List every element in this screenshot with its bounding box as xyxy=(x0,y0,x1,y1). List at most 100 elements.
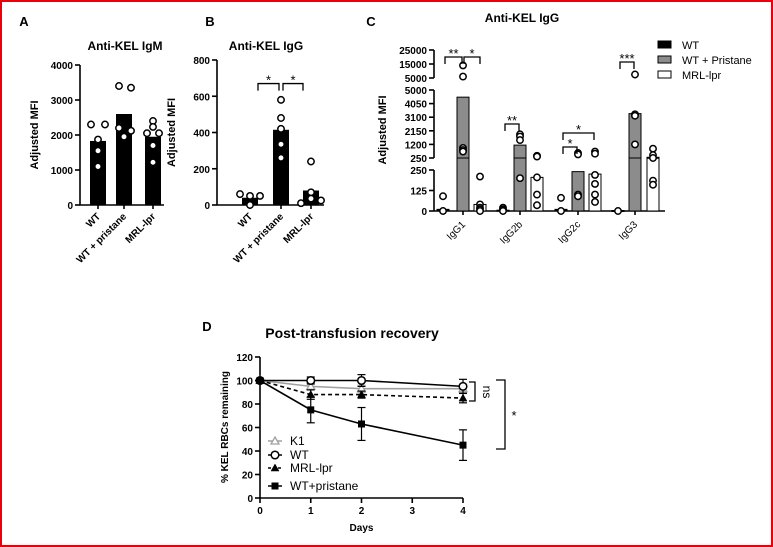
y-tick-label-D: 20 xyxy=(242,471,254,482)
data-point-A xyxy=(149,158,157,167)
legend-swatch-C xyxy=(657,40,672,49)
significance-bracket-D-star xyxy=(496,379,506,450)
legend-label-C: MRL-lpr xyxy=(682,70,721,82)
y-tick-label-A: 3000 xyxy=(51,96,74,107)
data-point-C xyxy=(533,190,541,199)
legend-label-mrl-lpr: MRL-lpr xyxy=(290,461,333,475)
x-tick-label-D: 4 xyxy=(460,506,466,517)
data-point-C xyxy=(533,152,541,161)
data-point-C xyxy=(476,172,484,181)
y-axis-label-D: % KEL RBCs remaining xyxy=(220,371,231,483)
bar-C-wt-pristane xyxy=(456,96,470,159)
data-point-B xyxy=(277,95,285,104)
x-tick-label-D: 1 xyxy=(308,506,314,517)
data-point-B xyxy=(297,199,305,208)
data-point-A xyxy=(94,135,102,144)
y-tick-label-B: 200 xyxy=(193,165,210,176)
x-axis-label-D: Days xyxy=(350,523,374,534)
significance-C-label: ** xyxy=(507,113,517,128)
data-point-A xyxy=(115,82,123,90)
bar-B xyxy=(273,129,289,205)
y-tick-label-C: 3100 xyxy=(405,113,428,124)
data-point-B xyxy=(246,201,254,209)
x-tick-label-D: 2 xyxy=(359,506,365,517)
panel-label-B: B xyxy=(205,14,214,29)
y-tick-label-D: 40 xyxy=(242,447,254,458)
data-point-C xyxy=(533,201,541,210)
data-point-B xyxy=(256,191,264,200)
legend-label-k1: K1 xyxy=(290,434,305,448)
y-tick-label-C: 250 xyxy=(410,154,427,165)
data-point-C xyxy=(439,192,447,201)
data-point-C xyxy=(533,173,541,182)
data-point-wt-pristane xyxy=(358,420,365,428)
significance-label-D-star: * xyxy=(511,408,516,423)
data-point-wt xyxy=(306,375,316,386)
bar-C-wt-pristane xyxy=(628,157,642,212)
chart-title-D: Post-transfusion recovery xyxy=(265,325,439,341)
data-point-B xyxy=(277,153,285,162)
significance-C-bracket xyxy=(562,146,578,154)
data-point-mrl-lpr xyxy=(458,393,468,402)
legend-label-C: WT + Pristane xyxy=(682,55,752,67)
y-axis-label-A: Adjusted MFI xyxy=(29,100,41,169)
data-point-C xyxy=(631,111,639,120)
bar-C-wt-pristane xyxy=(628,113,642,159)
legend-marker-wt-pristane xyxy=(271,482,279,490)
data-point-C xyxy=(459,72,467,81)
data-point-A xyxy=(120,132,128,141)
data-point-B xyxy=(307,157,315,166)
y-tick-label-A: 4000 xyxy=(51,61,74,72)
data-point-wt-pristane xyxy=(307,406,315,414)
data-point-wt-pristane xyxy=(256,377,264,384)
data-point-C xyxy=(459,61,467,70)
data-point-C xyxy=(591,198,599,206)
x-tick-label-C: IgG2b xyxy=(498,219,525,246)
data-point-A xyxy=(143,129,151,138)
significance-C-label: *** xyxy=(619,51,634,66)
data-point-B xyxy=(307,194,315,203)
data-point-C xyxy=(614,207,622,215)
data-point-A xyxy=(94,146,102,155)
y-tick-label-B: 600 xyxy=(193,92,210,103)
data-point-B xyxy=(246,191,254,200)
data-point-C xyxy=(476,207,484,215)
data-point-A xyxy=(149,123,157,131)
data-point-A xyxy=(127,83,135,92)
data-point-A xyxy=(87,120,95,129)
data-point-C xyxy=(557,193,565,202)
data-point-A xyxy=(155,129,163,138)
data-point-B xyxy=(277,140,285,149)
y-tick-label-C: 5000 xyxy=(405,86,428,97)
y-tick-label-A: 2000 xyxy=(51,131,74,142)
legend-swatch-C xyxy=(657,70,672,79)
series-line-wt-pristane xyxy=(259,379,464,446)
y-tick-label-D: 100 xyxy=(236,377,253,388)
significance-B-bracket xyxy=(282,82,304,91)
y-tick-label-C: 2150 xyxy=(405,127,428,138)
bar-C-wt-pristane xyxy=(513,144,527,159)
significance-B-bracket xyxy=(257,82,280,91)
bar-A xyxy=(145,136,161,205)
legend-marker-wt xyxy=(270,450,280,460)
y-tick-label-D: 80 xyxy=(242,400,254,411)
y-tick-label-D: 0 xyxy=(247,494,253,505)
y-tick-label-B: 800 xyxy=(193,56,210,67)
bar-C-wt-pristane xyxy=(456,157,470,212)
data-point-C xyxy=(574,192,582,201)
chart-title-C: Anti-KEL IgG xyxy=(485,11,559,25)
data-point-C xyxy=(631,140,639,149)
data-point-A xyxy=(101,120,109,129)
bar-A xyxy=(116,114,132,205)
y-tick-label-C: 0 xyxy=(421,207,427,218)
y-tick-label-D: 120 xyxy=(236,353,253,364)
data-point-B xyxy=(277,124,285,133)
significance-B-label: * xyxy=(290,73,295,88)
panel-label-C: C xyxy=(366,14,376,29)
data-point-C xyxy=(574,150,582,159)
data-point-C xyxy=(591,149,599,158)
significance-C-bracket xyxy=(619,61,635,69)
data-point-C xyxy=(631,70,639,79)
data-point-wt-pristane xyxy=(459,441,467,449)
